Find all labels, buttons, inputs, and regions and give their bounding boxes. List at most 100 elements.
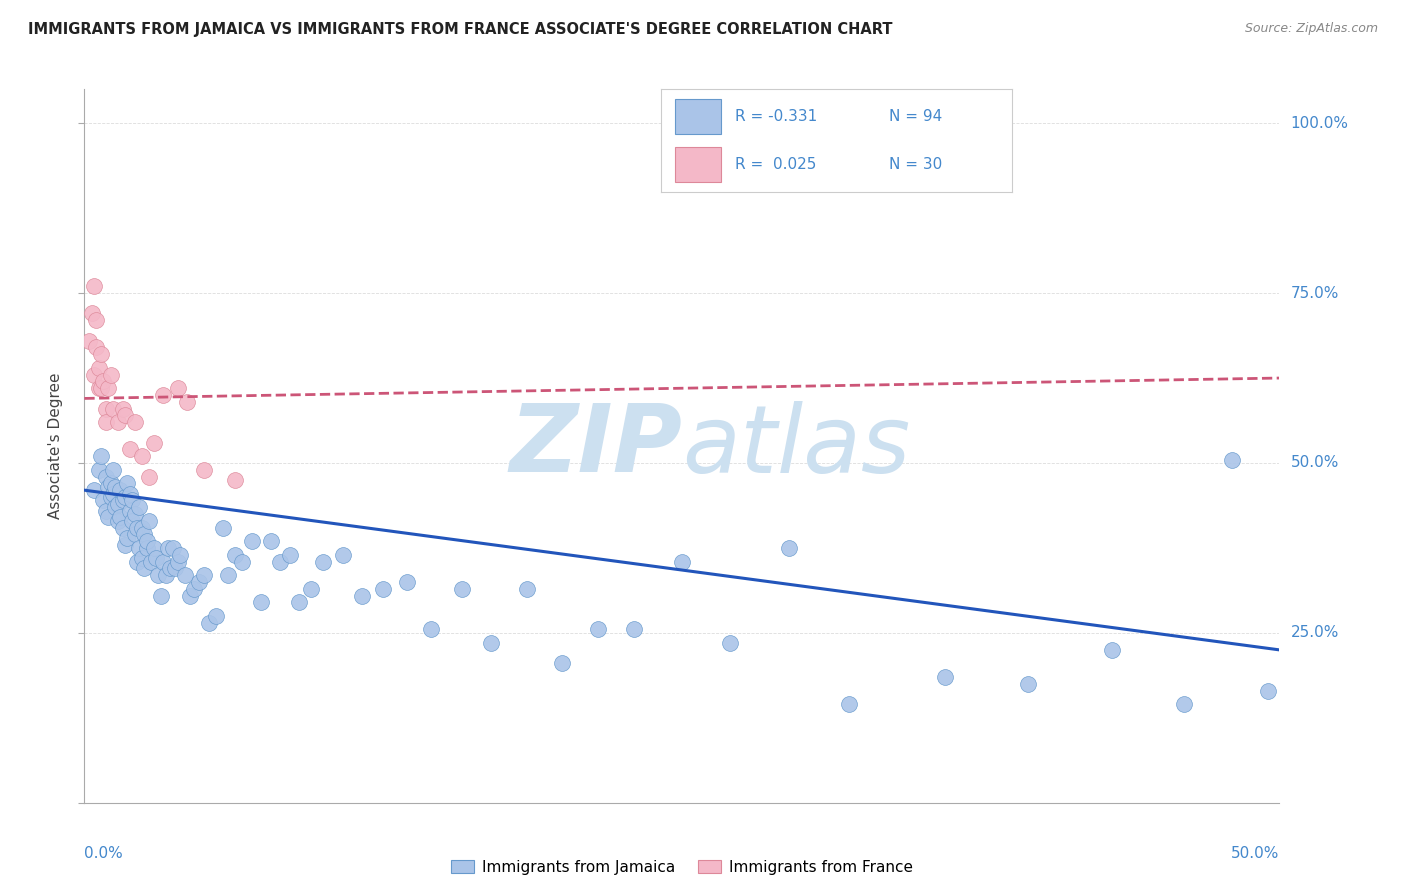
Bar — [675, 99, 720, 135]
Point — [132, 527, 156, 541]
Point — [183, 582, 205, 596]
Legend: Immigrants from Jamaica, Immigrants from France: Immigrants from Jamaica, Immigrants from… — [446, 854, 918, 880]
Point — [83, 368, 105, 382]
Point — [84, 313, 107, 327]
Point — [97, 480, 120, 494]
Point — [240, 534, 263, 549]
Point — [479, 636, 502, 650]
Point — [193, 568, 215, 582]
Bar — [675, 146, 720, 181]
Point — [231, 555, 253, 569]
Point — [588, 623, 610, 637]
Point — [94, 503, 117, 517]
Point — [312, 555, 335, 569]
Point — [142, 435, 165, 450]
Point — [90, 347, 112, 361]
Point — [100, 490, 122, 504]
Point — [157, 541, 180, 555]
Point — [114, 490, 136, 504]
Y-axis label: Associate's Degree: Associate's Degree — [48, 373, 63, 519]
Text: 50.0%: 50.0% — [1232, 846, 1279, 861]
Point — [623, 623, 645, 637]
Point — [671, 555, 693, 569]
Point — [371, 582, 394, 596]
Point — [138, 514, 160, 528]
Point — [107, 497, 129, 511]
Text: ZIP: ZIP — [509, 400, 682, 492]
Point — [169, 548, 191, 562]
Point — [179, 589, 201, 603]
Text: 75.0%: 75.0% — [1291, 285, 1339, 301]
Text: N = 94: N = 94 — [889, 110, 942, 124]
Point — [87, 360, 110, 375]
Text: R =  0.025: R = 0.025 — [734, 157, 815, 171]
Point — [176, 394, 198, 409]
Point — [97, 381, 120, 395]
Point — [114, 409, 136, 423]
Point — [250, 595, 273, 609]
Point — [132, 561, 156, 575]
Text: 50.0%: 50.0% — [1291, 456, 1339, 470]
Point — [90, 381, 112, 395]
Point — [83, 483, 105, 498]
Point — [121, 493, 143, 508]
Point — [121, 514, 143, 528]
Point — [84, 341, 107, 355]
Point — [396, 574, 419, 589]
Point — [166, 381, 188, 395]
Point — [110, 483, 132, 498]
Point — [838, 698, 860, 712]
Point — [135, 541, 157, 555]
Point — [332, 548, 354, 562]
Point — [718, 636, 741, 650]
Point — [101, 486, 124, 500]
Point — [142, 541, 165, 555]
Point — [87, 381, 110, 395]
Point — [111, 493, 134, 508]
Point — [269, 555, 291, 569]
Point — [173, 568, 195, 582]
Point — [118, 503, 141, 517]
Point — [111, 401, 134, 416]
Point — [94, 401, 117, 416]
Point — [93, 493, 115, 508]
Point — [124, 527, 146, 541]
Point — [779, 541, 801, 555]
Point — [107, 514, 129, 528]
Point — [1101, 643, 1123, 657]
Point — [419, 623, 441, 637]
Point — [152, 388, 174, 402]
Point — [118, 486, 141, 500]
Text: atlas: atlas — [682, 401, 910, 491]
Point — [90, 449, 112, 463]
Text: Source: ZipAtlas.com: Source: ZipAtlas.com — [1244, 22, 1378, 36]
Point — [80, 306, 103, 320]
Point — [515, 582, 537, 596]
Point — [124, 507, 146, 521]
Point — [94, 415, 117, 429]
Point — [149, 589, 172, 603]
Point — [301, 582, 323, 596]
Point — [125, 555, 148, 569]
Point — [135, 534, 157, 549]
Point — [114, 537, 136, 551]
Point — [288, 595, 311, 609]
Point — [117, 531, 139, 545]
Point — [93, 375, 115, 389]
Point — [451, 582, 474, 596]
Point — [159, 561, 181, 575]
Point — [100, 368, 122, 382]
Point — [100, 476, 122, 491]
Point — [141, 555, 163, 569]
Point — [205, 608, 228, 623]
Point — [104, 500, 127, 515]
Point — [1256, 683, 1278, 698]
Text: IMMIGRANTS FROM JAMAICA VS IMMIGRANTS FROM FRANCE ASSOCIATE'S DEGREE CORRELATION: IMMIGRANTS FROM JAMAICA VS IMMIGRANTS FR… — [28, 22, 893, 37]
Point — [350, 589, 373, 603]
Point — [131, 520, 153, 534]
Point — [193, 463, 215, 477]
Point — [224, 473, 246, 487]
Point — [162, 541, 184, 555]
Point — [212, 520, 235, 534]
Point — [83, 279, 105, 293]
